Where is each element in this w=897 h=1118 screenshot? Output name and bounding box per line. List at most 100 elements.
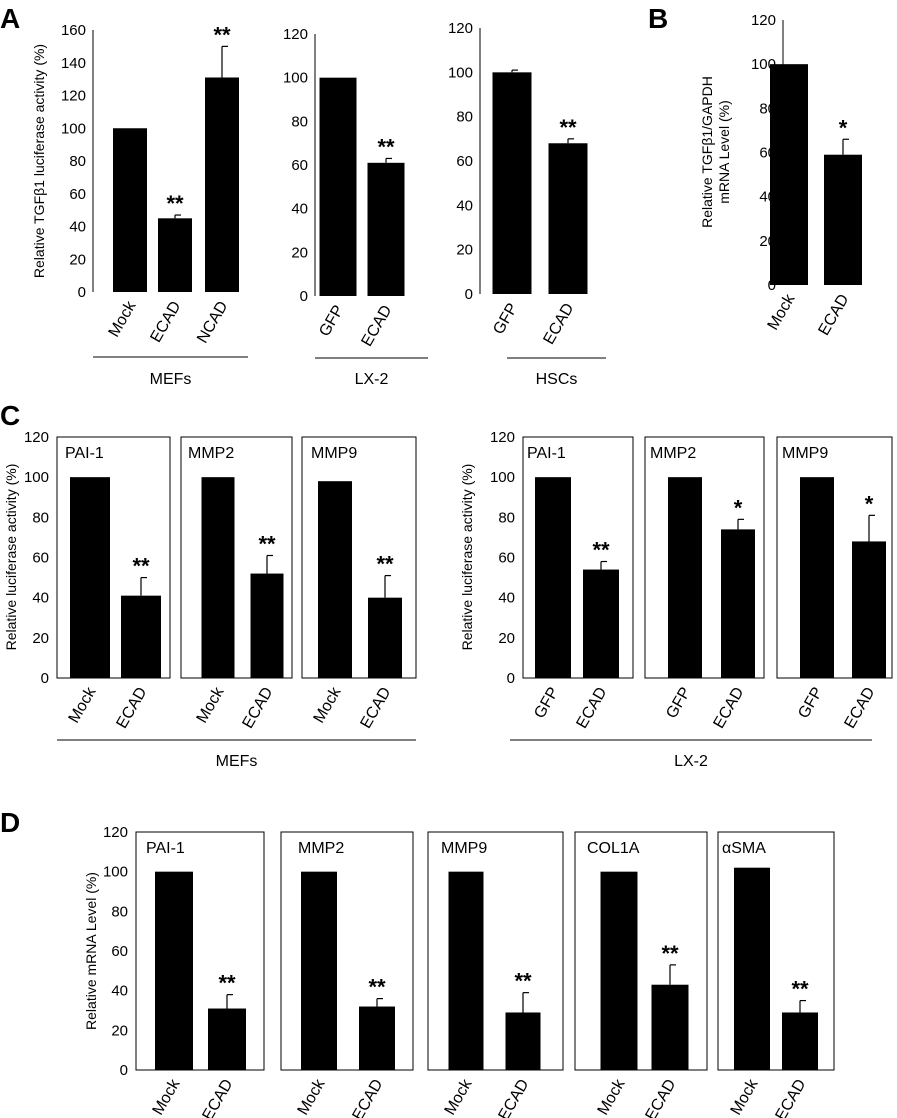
category-label: Mock	[194, 684, 228, 726]
bar-mock	[155, 871, 193, 1070]
category-label: ECAD	[711, 685, 748, 732]
bar-ecad	[158, 218, 192, 292]
chart-a-lx2: 0 20 40 60 80 100 120 GFP ** ECAD LX-2	[283, 26, 428, 388]
significance-mark: *	[865, 491, 874, 516]
y-tick-label: 20	[498, 630, 515, 647]
y-tick-label: 40	[456, 197, 473, 214]
group-label: MEFs	[216, 753, 258, 770]
chart-c-mefs-mmp2: MMP2 Mock ** ECAD	[180, 436, 293, 732]
chart-d-mmp9: MMP9 Mock ** ECAD	[427, 831, 564, 1118]
y-tick-label: 100	[448, 64, 473, 81]
chart-d-pai1: 0 20 40 60 80 100 120 Relative mRNA Level (%) PA…	[83, 824, 265, 1118]
category-label: ECAD	[240, 685, 277, 732]
plot-frame	[644, 436, 765, 679]
chart-title: MMP9	[311, 445, 357, 462]
bar-mock	[600, 871, 638, 1070]
significance-mark: **	[592, 538, 610, 563]
category-label: ECAD	[200, 1077, 237, 1118]
y-tick-label: 140	[61, 55, 86, 72]
bar-ecad	[782, 1012, 818, 1070]
chart-title: MMP9	[441, 840, 487, 857]
chart-d-mmp2: MMP2 Mock ** ECAD	[280, 831, 414, 1118]
significance-mark: **	[661, 941, 679, 966]
y-axis-label: Relative luciferase activity (%)	[3, 464, 19, 651]
category-label: Mock	[442, 1076, 476, 1118]
group-label: MEFs	[150, 371, 192, 388]
category-label: Mock	[595, 1076, 629, 1118]
y-tick-label: 80	[32, 509, 49, 526]
bar-ecad	[583, 569, 619, 678]
y-tick-label: 120	[24, 429, 49, 446]
bar-ecad	[721, 529, 755, 678]
chart-title: MMP2	[188, 445, 234, 462]
bar-mock	[301, 871, 337, 1070]
plot-frame	[180, 436, 293, 679]
y-tick-label: 20	[32, 630, 49, 647]
bar-mock	[70, 477, 110, 678]
y-tick-label: 100	[61, 120, 86, 137]
plot-frame	[135, 831, 265, 1071]
y-tick-label: 120	[103, 824, 128, 841]
category-label: GFP	[316, 303, 347, 340]
significance-mark: **	[514, 969, 532, 994]
bar-ecad	[548, 143, 588, 294]
y-tick-label: 0	[507, 670, 515, 687]
y-tick-label: 60	[69, 186, 86, 203]
category-label: GFP	[490, 301, 521, 338]
bar-mock	[770, 64, 808, 286]
y-axis-label: Relative TGFβ1 luciferase activity (%)	[31, 44, 47, 278]
chart-title: αSMA	[722, 840, 766, 857]
significance-mark: **	[376, 552, 394, 577]
chart-a-mefs: 0 20 40 60 80 100 120 140 160 Relative TGFβ1 luci…	[31, 22, 248, 388]
group-label: LX-2	[355, 371, 389, 388]
chart-title: COL1A	[587, 840, 640, 857]
plot-frame	[301, 436, 417, 679]
y-axis-label: Relative TGFβ1/GAPDHmRNA Level (%)	[699, 76, 732, 228]
y-tick-label: 80	[456, 109, 473, 126]
bar-gfp	[800, 477, 834, 678]
panel-letter-c: C	[0, 400, 20, 431]
bar-mock	[318, 481, 352, 678]
category-label: ECAD	[816, 292, 853, 339]
y-tick-label: 60	[32, 550, 49, 567]
y-tick-label: 60	[291, 157, 308, 174]
category-label: ECAD	[643, 1077, 680, 1118]
y-tick-label: 40	[111, 983, 128, 1000]
group-label: HSCs	[536, 371, 578, 388]
bar-gfp	[492, 72, 532, 294]
y-tick-label: 100	[751, 56, 776, 73]
bar-ecad	[367, 162, 405, 296]
y-tick-label: 80	[291, 113, 308, 130]
y-tick-label: 100	[103, 864, 128, 881]
chart-c-mefs-pai1: 0 20 40 60 80 100 120 Relative luciferase activ…	[3, 429, 171, 731]
significance-mark: **	[368, 975, 386, 1000]
bar-ecad	[852, 541, 886, 678]
category-label: Mock	[765, 291, 799, 333]
bar-ecad	[250, 573, 284, 678]
y-tick-label: 40	[32, 590, 49, 607]
y-tick-label: 0	[300, 288, 308, 305]
bar-ecad	[651, 984, 689, 1070]
y-tick-label: 80	[498, 509, 515, 526]
category-label: ECAD	[496, 1077, 533, 1118]
category-label: Mock	[311, 684, 345, 726]
significance-mark: **	[213, 22, 231, 47]
y-tick-label: 20	[111, 1022, 128, 1039]
significance-mark: *	[839, 115, 848, 140]
chart-c-lx2-mmp2: MMP2 GFP * ECAD	[644, 436, 765, 732]
y-tick-label: 60	[456, 153, 473, 170]
bar-ecad	[505, 1012, 541, 1070]
category-label: Mock	[728, 1076, 762, 1118]
chart-c-mefs-mmp9: MMP9 Mock ** ECAD	[301, 436, 417, 731]
y-tick-label: 40	[498, 590, 515, 607]
chart-title: MMP2	[298, 840, 344, 857]
category-label: ECAD	[359, 303, 396, 350]
plot-frame	[776, 436, 893, 679]
significance-mark: **	[791, 977, 809, 1002]
chart-c-lx2-pai1: 0 20 40 60 80 100 120 Relative luciferase activ…	[459, 429, 634, 731]
plot-frame	[574, 831, 708, 1071]
y-tick-label: 120	[448, 20, 473, 37]
bar-gfp	[668, 477, 702, 678]
chart-title: PAI-1	[527, 445, 566, 462]
